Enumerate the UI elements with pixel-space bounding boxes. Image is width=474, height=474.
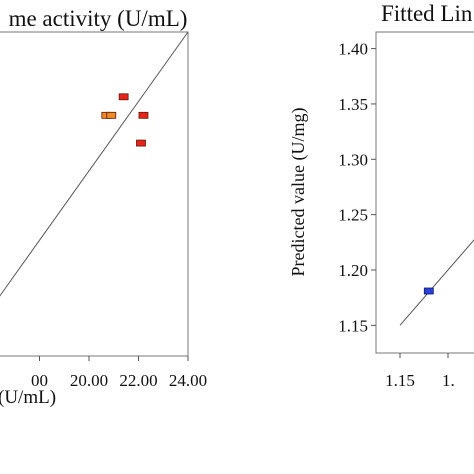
left-x-tick-label: 24.00 <box>169 371 207 390</box>
left-x-axis-label: (U/mL) <box>0 387 56 408</box>
right-y-ticks: 1.15 1.20 1.25 1.30 1.35 1.40 <box>338 40 376 335</box>
left-data-point <box>118 93 129 101</box>
left-panel: me activity (U/mL) 00 20.00 22.00 24.00 (U/… <box>0 6 207 408</box>
right-x-tick-label: 1. <box>442 371 455 390</box>
left-x-tick-label: 00 <box>31 371 48 390</box>
left-marks <box>0 31 189 297</box>
right-fit-line <box>399 239 474 326</box>
left-data-point <box>106 111 117 119</box>
right-data-point <box>423 287 434 295</box>
right-x-ticks: 1.15 1. <box>385 353 455 390</box>
left-data-point <box>138 111 149 119</box>
right-y-tick-label: 1.30 <box>338 150 368 169</box>
right-chart-title: Fitted Lin <box>381 1 473 26</box>
right-plot-frame <box>375 31 474 354</box>
left-chart-title: me activity (U/mL) <box>9 6 188 31</box>
right-y-tick-label: 1.35 <box>338 95 368 114</box>
left-x-ticks: 00 20.00 22.00 24.00 <box>31 356 207 390</box>
right-y-tick-label: 1.20 <box>338 261 368 280</box>
left-x-tick-label: 22.00 <box>119 371 157 390</box>
right-y-tick-label: 1.15 <box>338 316 368 335</box>
left-data-point <box>136 139 146 147</box>
right-panel: Fitted Lin Predicted value (U/mg) 1.151.… <box>288 1 474 390</box>
left-x-tick-label: 20.00 <box>70 371 108 390</box>
right-x-tick-label: 1.15 <box>385 371 415 390</box>
right-y-tick-label: 1.40 <box>338 40 368 59</box>
right-y-tick-label: 1.25 <box>338 206 368 225</box>
right-y-axis-label: Predicted value (U/mg) <box>288 108 309 277</box>
right-marks <box>399 239 474 326</box>
left-plot-frame <box>0 31 189 357</box>
left-fit-line <box>0 31 189 297</box>
